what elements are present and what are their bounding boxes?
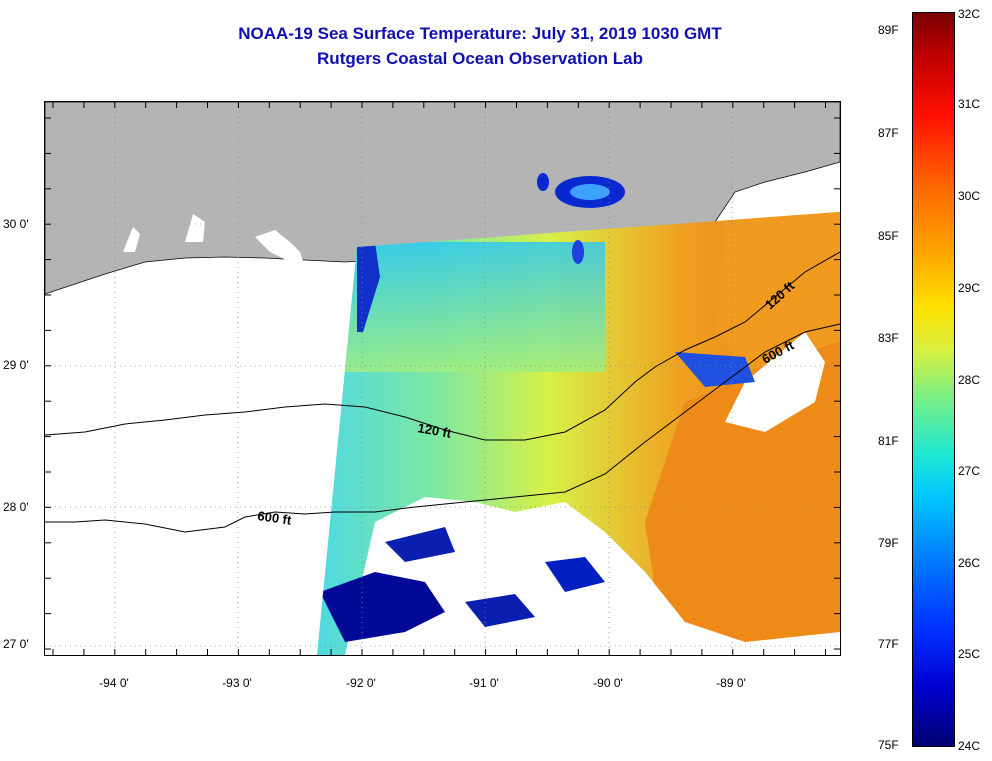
map-title: NOAA-19 Sea Surface Temperature: July 31… — [238, 24, 722, 43]
colorbar-c-label: 25C — [958, 647, 981, 661]
colorbar-c-label: 26C — [958, 556, 981, 570]
isobath-120-west — [45, 366, 656, 441]
colorbar-c-label: 32C — [958, 7, 981, 21]
colorbar-c-label: 27C — [958, 464, 981, 478]
sst-map: 120 ft 600 ft 120 ft 600 ft — [44, 101, 841, 656]
colorbar-f-label: 77F — [878, 637, 899, 651]
lon-label-94: -94 0' — [99, 676, 129, 690]
colorbar-c-label: 28C — [958, 373, 981, 387]
colorbar-f-label: 85F — [878, 229, 899, 243]
isobath-label-120-west: 120 ft — [416, 420, 453, 441]
colorbar-c-label: 29C — [958, 281, 981, 295]
isobath-120-east — [654, 251, 840, 368]
colorbar-c-label: 24C — [958, 739, 981, 753]
lon-label-90: -90 0' — [593, 676, 623, 690]
lat-label-27: 27 0' — [3, 637, 29, 651]
isobath-label-600-west: 600 ft — [257, 508, 293, 528]
lat-label-28: 28 0' — [3, 500, 29, 514]
colorbar-f-label: 83F — [878, 331, 899, 345]
colorbar-f-label: 79F — [878, 536, 899, 550]
lat-label-29: 29 0' — [3, 358, 29, 372]
lon-label-89: -89 0' — [716, 676, 746, 690]
lon-label-92: -92 0' — [346, 676, 376, 690]
colorbar-f-label: 89F — [878, 23, 899, 37]
colorbar-f-label: 75F — [878, 738, 899, 752]
lon-label-93: -93 0' — [222, 676, 252, 690]
isobath-600-west — [45, 323, 840, 533]
colorbar-f-label: 87F — [878, 126, 899, 140]
colorbar-f-label: 81F — [878, 434, 899, 448]
map-subtitle: Rutgers Coastal Ocean Observation Lab — [317, 49, 643, 68]
colorbar-c-label: 31C — [958, 97, 981, 111]
temperature-colorbar — [912, 12, 955, 747]
lat-label-30: 30 0' — [3, 217, 29, 231]
colorbar-c-label: 30C — [958, 189, 981, 203]
lon-label-91: -91 0' — [469, 676, 499, 690]
